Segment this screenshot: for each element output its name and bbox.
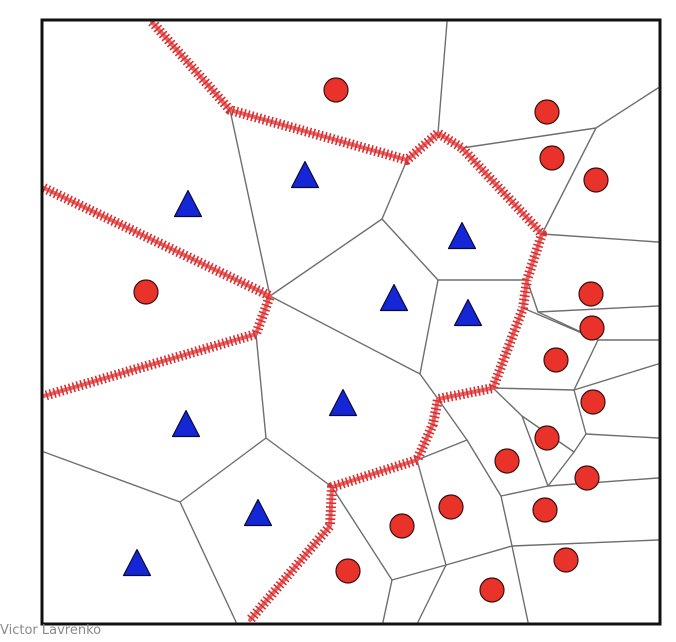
red-circle-point — [390, 514, 414, 538]
plot-background — [42, 20, 660, 624]
red-circle-point — [439, 495, 463, 519]
red-circle-point — [554, 548, 578, 572]
red-circle-point — [580, 316, 604, 340]
red-circle-point — [495, 449, 519, 473]
red-circle-point — [540, 146, 564, 170]
red-circle-point — [575, 466, 599, 490]
red-circle-point — [134, 280, 158, 304]
red-circle-point — [581, 390, 605, 414]
red-circle-point — [533, 498, 557, 522]
red-circle-point — [535, 426, 559, 450]
red-circle-point — [336, 559, 360, 583]
red-circle-point — [584, 168, 608, 192]
author-credit: Victor Lavrenko — [0, 623, 101, 638]
red-circle-point — [480, 578, 504, 602]
red-circle-point — [579, 282, 603, 306]
red-circle-point — [324, 78, 348, 102]
red-circle-point — [535, 100, 559, 124]
red-circle-point — [544, 348, 568, 372]
